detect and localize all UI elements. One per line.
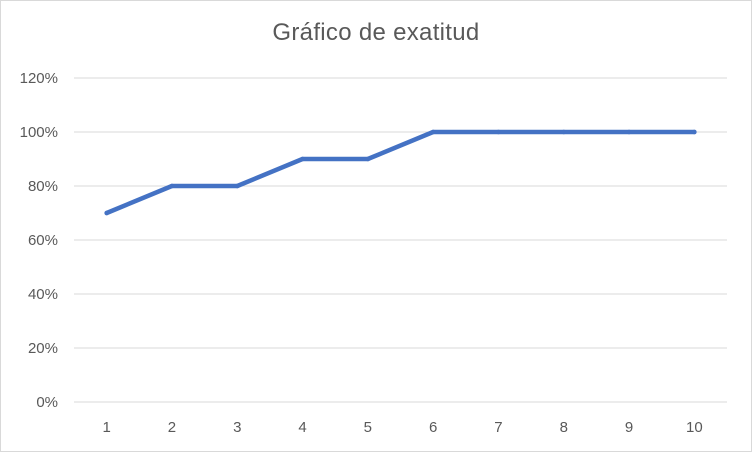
y-axis-tick-labels: 0% 20% 40% 60% 80% 100% 120% [20,70,58,411]
y-tick-label: 120% [20,70,58,87]
y-tick-label: 40% [28,286,58,303]
y-tick-label: 20% [28,340,58,357]
gridlines [74,77,727,403]
x-axis-tick-labels: 1 2 3 4 5 6 7 8 9 10 [102,419,702,436]
data-point [169,183,175,189]
data-point [496,129,501,135]
data-point [626,129,632,135]
x-tick-label: 10 [686,419,703,436]
chart-title: Gráfico de exatitud [272,19,480,46]
y-tick-label: 60% [28,232,58,249]
y-tick-label: 0% [36,394,58,411]
y-tick-label: 80% [28,178,58,195]
x-tick-label: 5 [364,419,372,436]
x-tick-label: 4 [298,419,306,436]
x-tick-label: 1 [102,419,110,436]
series-line [104,129,697,216]
x-tick-label: 9 [625,419,633,436]
x-tick-label: 6 [429,419,437,436]
data-point [235,183,240,189]
data-point [300,156,305,162]
data-point [561,129,566,135]
x-tick-label: 8 [560,419,568,436]
data-point [365,156,371,162]
x-tick-label: 3 [233,419,241,436]
data-point [692,129,697,135]
data-point [430,129,436,135]
x-tick-label: 7 [494,419,502,436]
series-group [104,129,697,216]
data-point [104,210,109,216]
y-tick-label: 100% [20,124,58,141]
x-tick-label: 2 [168,419,176,436]
